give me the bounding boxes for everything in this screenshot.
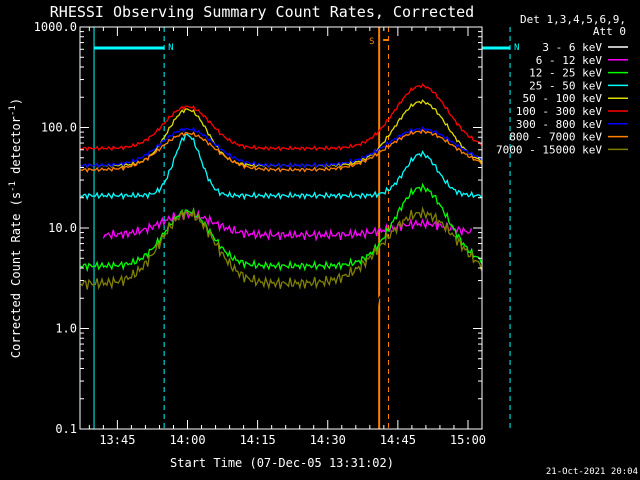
y-label-part: detector xyxy=(9,116,23,181)
chart-title: RHESSI Observing Summary Count Rates, Co… xyxy=(50,3,474,21)
marker-label: S xyxy=(369,37,374,47)
marker-night: N xyxy=(93,27,174,429)
y-axis-label: Corrected Count Rate (s-1 detector-1) xyxy=(8,98,23,358)
series-line-8 xyxy=(80,205,483,291)
series-lines xyxy=(80,83,483,320)
series-line-0 xyxy=(98,253,463,320)
legend-label: 3 - 6 keV xyxy=(542,41,602,54)
series-line-2 xyxy=(80,182,483,273)
x-tick-label: 15:00 xyxy=(450,433,486,447)
x-tick-label: 14:15 xyxy=(240,433,276,447)
series-line-7 xyxy=(80,128,483,174)
legend-label: 800 - 7000 keV xyxy=(509,131,602,144)
x-tick-label: 14:30 xyxy=(310,433,346,447)
marker-label: N xyxy=(514,43,519,53)
y-tick-label: 0.1 xyxy=(55,422,77,436)
axes: 0.1 1.0 10.0 100.0 1000.0 13:45 14:00 14:15 14:3… xyxy=(34,20,486,447)
legend-label: 6 - 12 keV xyxy=(536,54,603,67)
y-tick-label: 1.0 xyxy=(55,322,77,336)
legend-header: Det 1,3,4,5,6,9, xyxy=(520,13,626,26)
legend-header: Att 0 xyxy=(593,25,626,38)
y-label-part: Corrected Count Rate (s xyxy=(9,192,23,358)
series-line-1 xyxy=(102,209,473,242)
legend-label: 300 - 800 keV xyxy=(516,118,602,131)
series-line-5 xyxy=(80,83,483,152)
x-axis-label: Start Time (07-Dec-05 13:31:02) xyxy=(170,456,394,470)
series-line-6 xyxy=(80,126,483,169)
legend-label: 25 - 50 keV xyxy=(529,79,602,92)
y-tick-label: 1000.0 xyxy=(34,20,77,34)
legend-label: 100 - 300 keV xyxy=(516,105,602,118)
plot-area: N NS xyxy=(80,27,519,429)
x-tick-label: 14:45 xyxy=(380,433,416,447)
y-label-part: -1 xyxy=(8,105,18,116)
marker-saa: S xyxy=(369,27,390,429)
marker-label: N xyxy=(168,43,173,53)
y-label-part: -1 xyxy=(8,181,18,192)
legend-label: 12 - 25 keV xyxy=(529,67,602,80)
y-tick-label: 100.0 xyxy=(41,121,77,135)
x-tick-label: 13:45 xyxy=(99,433,135,447)
y-tick-label: 10.0 xyxy=(48,221,77,235)
legend-label: 50 - 100 keV xyxy=(523,92,603,105)
x-tick-label: 14:00 xyxy=(169,433,205,447)
y-label-part: ) xyxy=(9,98,23,105)
footer-timestamp: 21-Oct-2021 20:04 xyxy=(546,467,638,477)
legend-label: 7000 - 15000 keV xyxy=(496,143,602,156)
series-line-3 xyxy=(80,133,483,201)
